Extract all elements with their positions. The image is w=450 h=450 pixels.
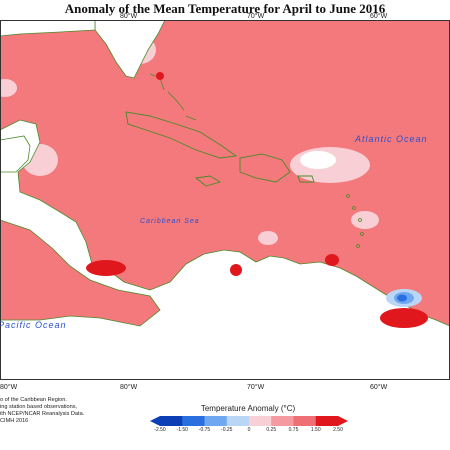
legend-cell — [315, 416, 339, 426]
legend-cell — [249, 416, 272, 426]
lesser-antilles-coast — [346, 194, 364, 248]
label-atlantic-ocean: Atlantic Ocean — [355, 134, 428, 144]
legend-tick-label: -2.50 — [154, 427, 166, 433]
credit-line: CIMH 2016 — [0, 418, 29, 424]
lon-label-top-80w: 80°W — [120, 13, 138, 20]
legend-tick-label: -0.75 — [198, 427, 211, 433]
lon-label-bottom-80w: 80°W — [120, 384, 138, 391]
label-caribbean-sea: Caribbean Sea — [140, 218, 200, 225]
map-canvas — [0, 20, 450, 380]
anomaly-map: Atlantic Ocean Caribbean Sea Pacific Oce… — [0, 20, 450, 380]
credit-line: ith NCEP/NCAR Reanalysis Data. — [0, 411, 85, 417]
legend-colorbar — [150, 416, 348, 426]
warm-anomaly-spots — [86, 72, 428, 328]
legend-title: Temperature Anomaly (°C) — [200, 404, 296, 413]
map-title: Anomaly of the Mean Temperature for Apri… — [64, 1, 386, 16]
map-credits: o of the Caribbean Region. ing station b… — [0, 397, 150, 425]
legend-cell — [182, 416, 205, 426]
legend-tick-label: 2.50 — [333, 427, 343, 433]
puerto-rico-coast — [297, 175, 315, 183]
label-pacific-ocean: Pacific Ocean — [0, 320, 67, 330]
legend-arrow-high — [338, 416, 348, 426]
legend-cell — [160, 416, 183, 426]
yucatan-land — [0, 135, 31, 173]
legend-cell — [271, 416, 294, 426]
jamaica-coast — [194, 175, 222, 187]
cool-anomaly-spot — [386, 289, 422, 307]
lon-label-bottom-60w: 60°W — [370, 384, 388, 391]
credit-line: o of the Caribbean Region. — [0, 397, 67, 403]
mainland-land — [0, 119, 450, 380]
legend-tick-label: 1.50 — [310, 427, 321, 433]
legend-cell — [204, 416, 228, 426]
legend-tick-label: 0.75 — [288, 427, 299, 433]
lon-label-top-70w: 70°W — [247, 13, 265, 20]
legend-cell — [293, 416, 317, 426]
lon-label-top-60w: 60°W — [370, 13, 388, 20]
legend-tick-label: 0 — [247, 427, 251, 433]
legend-tick-label: 0.25 — [266, 427, 277, 433]
lon-label-bottom-70w: 70°W — [247, 384, 265, 391]
credit-line: ing station based observations, — [0, 404, 78, 410]
legend-cell — [226, 416, 250, 426]
gulf-coast-land — [0, 20, 96, 37]
florida-land — [94, 20, 166, 79]
legend-tick-label: -1.50 — [176, 427, 188, 433]
lon-label-bottom-left: 80°W — [0, 384, 18, 391]
cuba-coast — [125, 111, 238, 159]
hispaniola-coast — [239, 153, 291, 183]
legend-tick-label: -0.25 — [221, 427, 233, 433]
legend-arrow-low — [150, 416, 160, 426]
